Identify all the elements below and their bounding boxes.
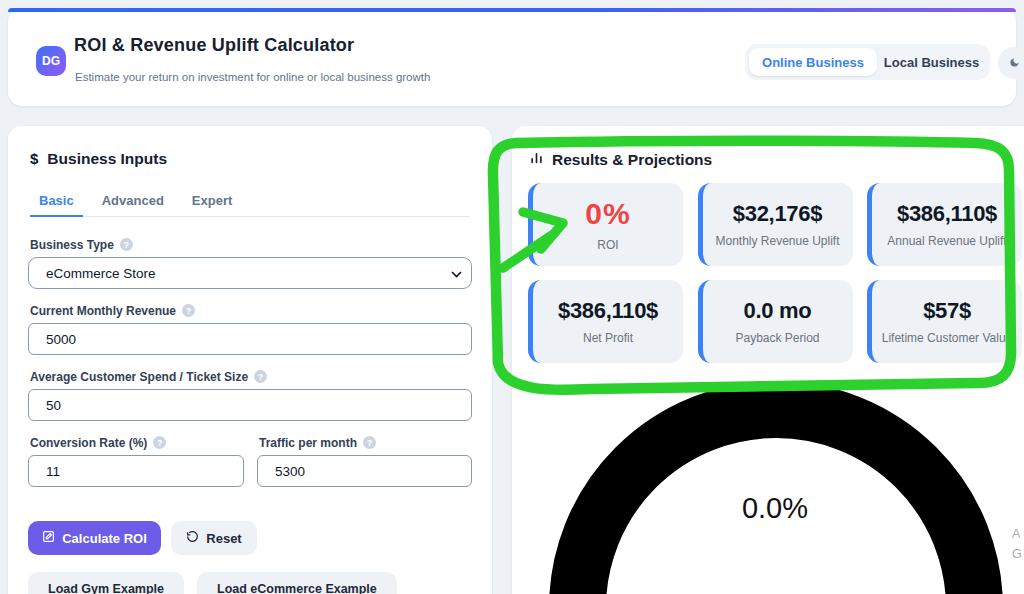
reset-icon xyxy=(186,530,199,546)
moon-icon xyxy=(1009,54,1020,72)
calculate-roi-button[interactable]: Calculate ROI xyxy=(28,521,161,555)
input-tabs: Basic Advanced Expert xyxy=(30,193,470,217)
toggle-online-business[interactable]: Online Business xyxy=(749,48,877,76)
conversion-rate-input[interactable] xyxy=(28,455,244,487)
toggle-local-business[interactable]: Local Business xyxy=(877,55,986,70)
help-icon[interactable]: ? xyxy=(120,238,133,251)
gauge-center-label: 0.0% xyxy=(742,492,808,524)
header-card: DG ROI & Revenue Uplift Calculator Estim… xyxy=(8,8,1016,106)
help-icon[interactable]: ? xyxy=(254,370,267,383)
page-subtitle: Estimate your return on investment for o… xyxy=(75,71,430,83)
gauge-legend-fragment-g: G xyxy=(1012,547,1022,561)
avg-customer-spend-input[interactable] xyxy=(28,389,472,421)
help-icon[interactable]: ? xyxy=(153,436,166,449)
help-icon[interactable]: ? xyxy=(363,436,376,449)
business-inputs-title-text: Business Inputs xyxy=(47,150,167,168)
tab-advanced[interactable]: Advanced xyxy=(93,193,173,216)
business-inputs-panel: $ Business Inputs Basic Advanced Expert … xyxy=(8,126,492,594)
avg-customer-spend-label: Average Customer Spend / Ticket Size ? xyxy=(30,370,492,383)
business-type-select[interactable]: eCommerce Store xyxy=(28,257,472,289)
business-inputs-title: $ Business Inputs xyxy=(30,150,492,167)
page-title: ROI & Revenue Uplift Calculator xyxy=(74,35,354,56)
current-monthly-revenue-input[interactable] xyxy=(28,323,472,355)
tab-expert[interactable]: Expert xyxy=(183,193,241,216)
roi-gauge-donut-chart: 0.0% xyxy=(512,126,1024,594)
business-type-label: Business Type ? xyxy=(30,238,492,251)
dollar-icon: $ xyxy=(30,150,38,167)
tab-basic[interactable]: Basic xyxy=(30,193,83,217)
conversion-rate-label: Conversion Rate (%) ? xyxy=(30,436,244,449)
reset-button[interactable]: Reset xyxy=(171,521,257,555)
avatar: DG xyxy=(36,46,66,76)
chevron-down-icon xyxy=(451,266,462,281)
theme-toggle-button[interactable] xyxy=(998,47,1024,79)
current-monthly-revenue-label: Current Monthly Revenue ? xyxy=(30,304,492,317)
traffic-per-month-label: Traffic per month ? xyxy=(259,436,472,449)
business-mode-toggle: Online Business Local Business xyxy=(745,44,990,80)
help-icon[interactable]: ? xyxy=(182,304,195,317)
calculate-icon xyxy=(42,530,55,546)
traffic-per-month-input[interactable] xyxy=(257,455,472,487)
header-gradient-bar xyxy=(8,8,1016,12)
gauge-legend-fragment-a: A xyxy=(1012,527,1020,541)
load-gym-example-button[interactable]: Load Gym Example xyxy=(28,572,184,594)
load-ecommerce-example-button[interactable]: Load eCommerce Example xyxy=(197,572,397,594)
